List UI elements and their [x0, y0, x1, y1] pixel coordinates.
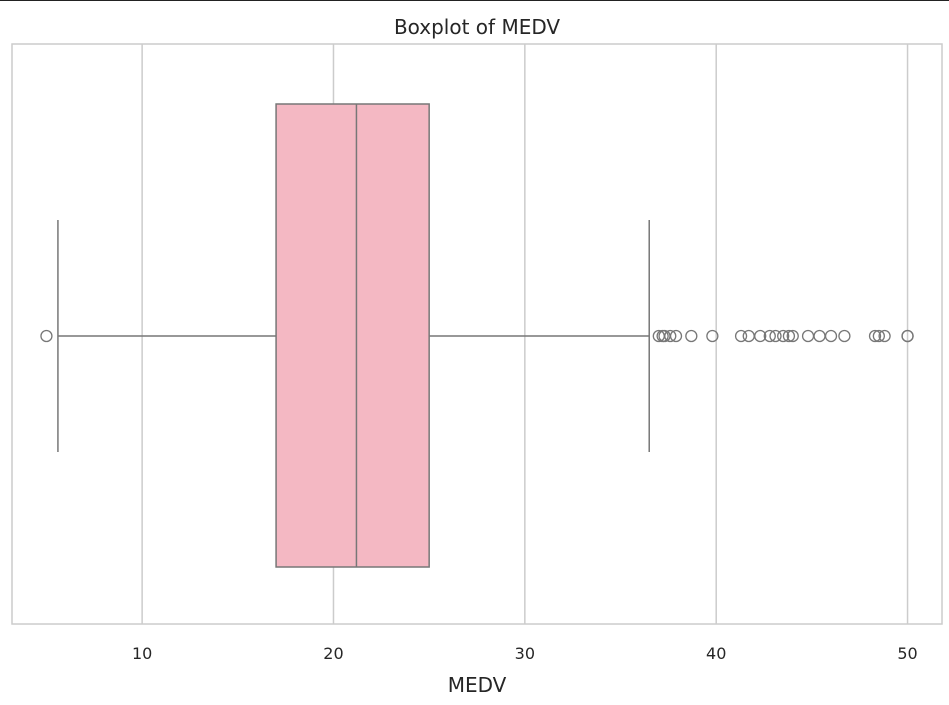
x-tick-label: 30 [515, 644, 535, 663]
outlier-point [801, 329, 815, 343]
outlier-point [868, 329, 882, 343]
outlier-point [685, 329, 698, 343]
outlier-point [782, 329, 796, 343]
outlier-point [734, 329, 748, 343]
top-border [0, 0, 949, 1]
chart-title: Boxplot of MEDV [394, 15, 560, 39]
outlier-point [664, 329, 677, 343]
tick-labels: 10 20 30 40 50 [132, 644, 918, 663]
plot-frame [11, 43, 943, 625]
marks-layer [40, 103, 914, 568]
outlier-point [763, 329, 776, 343]
outlier-point [777, 329, 790, 343]
outlier-point [754, 329, 767, 343]
x-tick-label: 50 [897, 644, 917, 663]
outlier-point [786, 329, 799, 343]
outlier-point [742, 329, 755, 343]
x-tick-label: 10 [132, 644, 152, 663]
outlier-point [769, 329, 782, 343]
x-tick-label: 40 [706, 644, 726, 663]
x-axis-label: MEDV [448, 673, 507, 697]
grid-layer [141, 44, 909, 624]
outlier-point [901, 329, 914, 343]
outlier-point [872, 329, 886, 343]
outlier-point [669, 329, 683, 343]
x-tick-label: 20 [323, 644, 343, 663]
outlier-point [878, 329, 891, 343]
outlier-point [813, 329, 826, 343]
iqr-box [275, 103, 430, 568]
outlier-point [706, 329, 719, 343]
outlier-point [40, 329, 53, 343]
outlier-point [824, 329, 838, 343]
outlier-point [838, 329, 851, 343]
